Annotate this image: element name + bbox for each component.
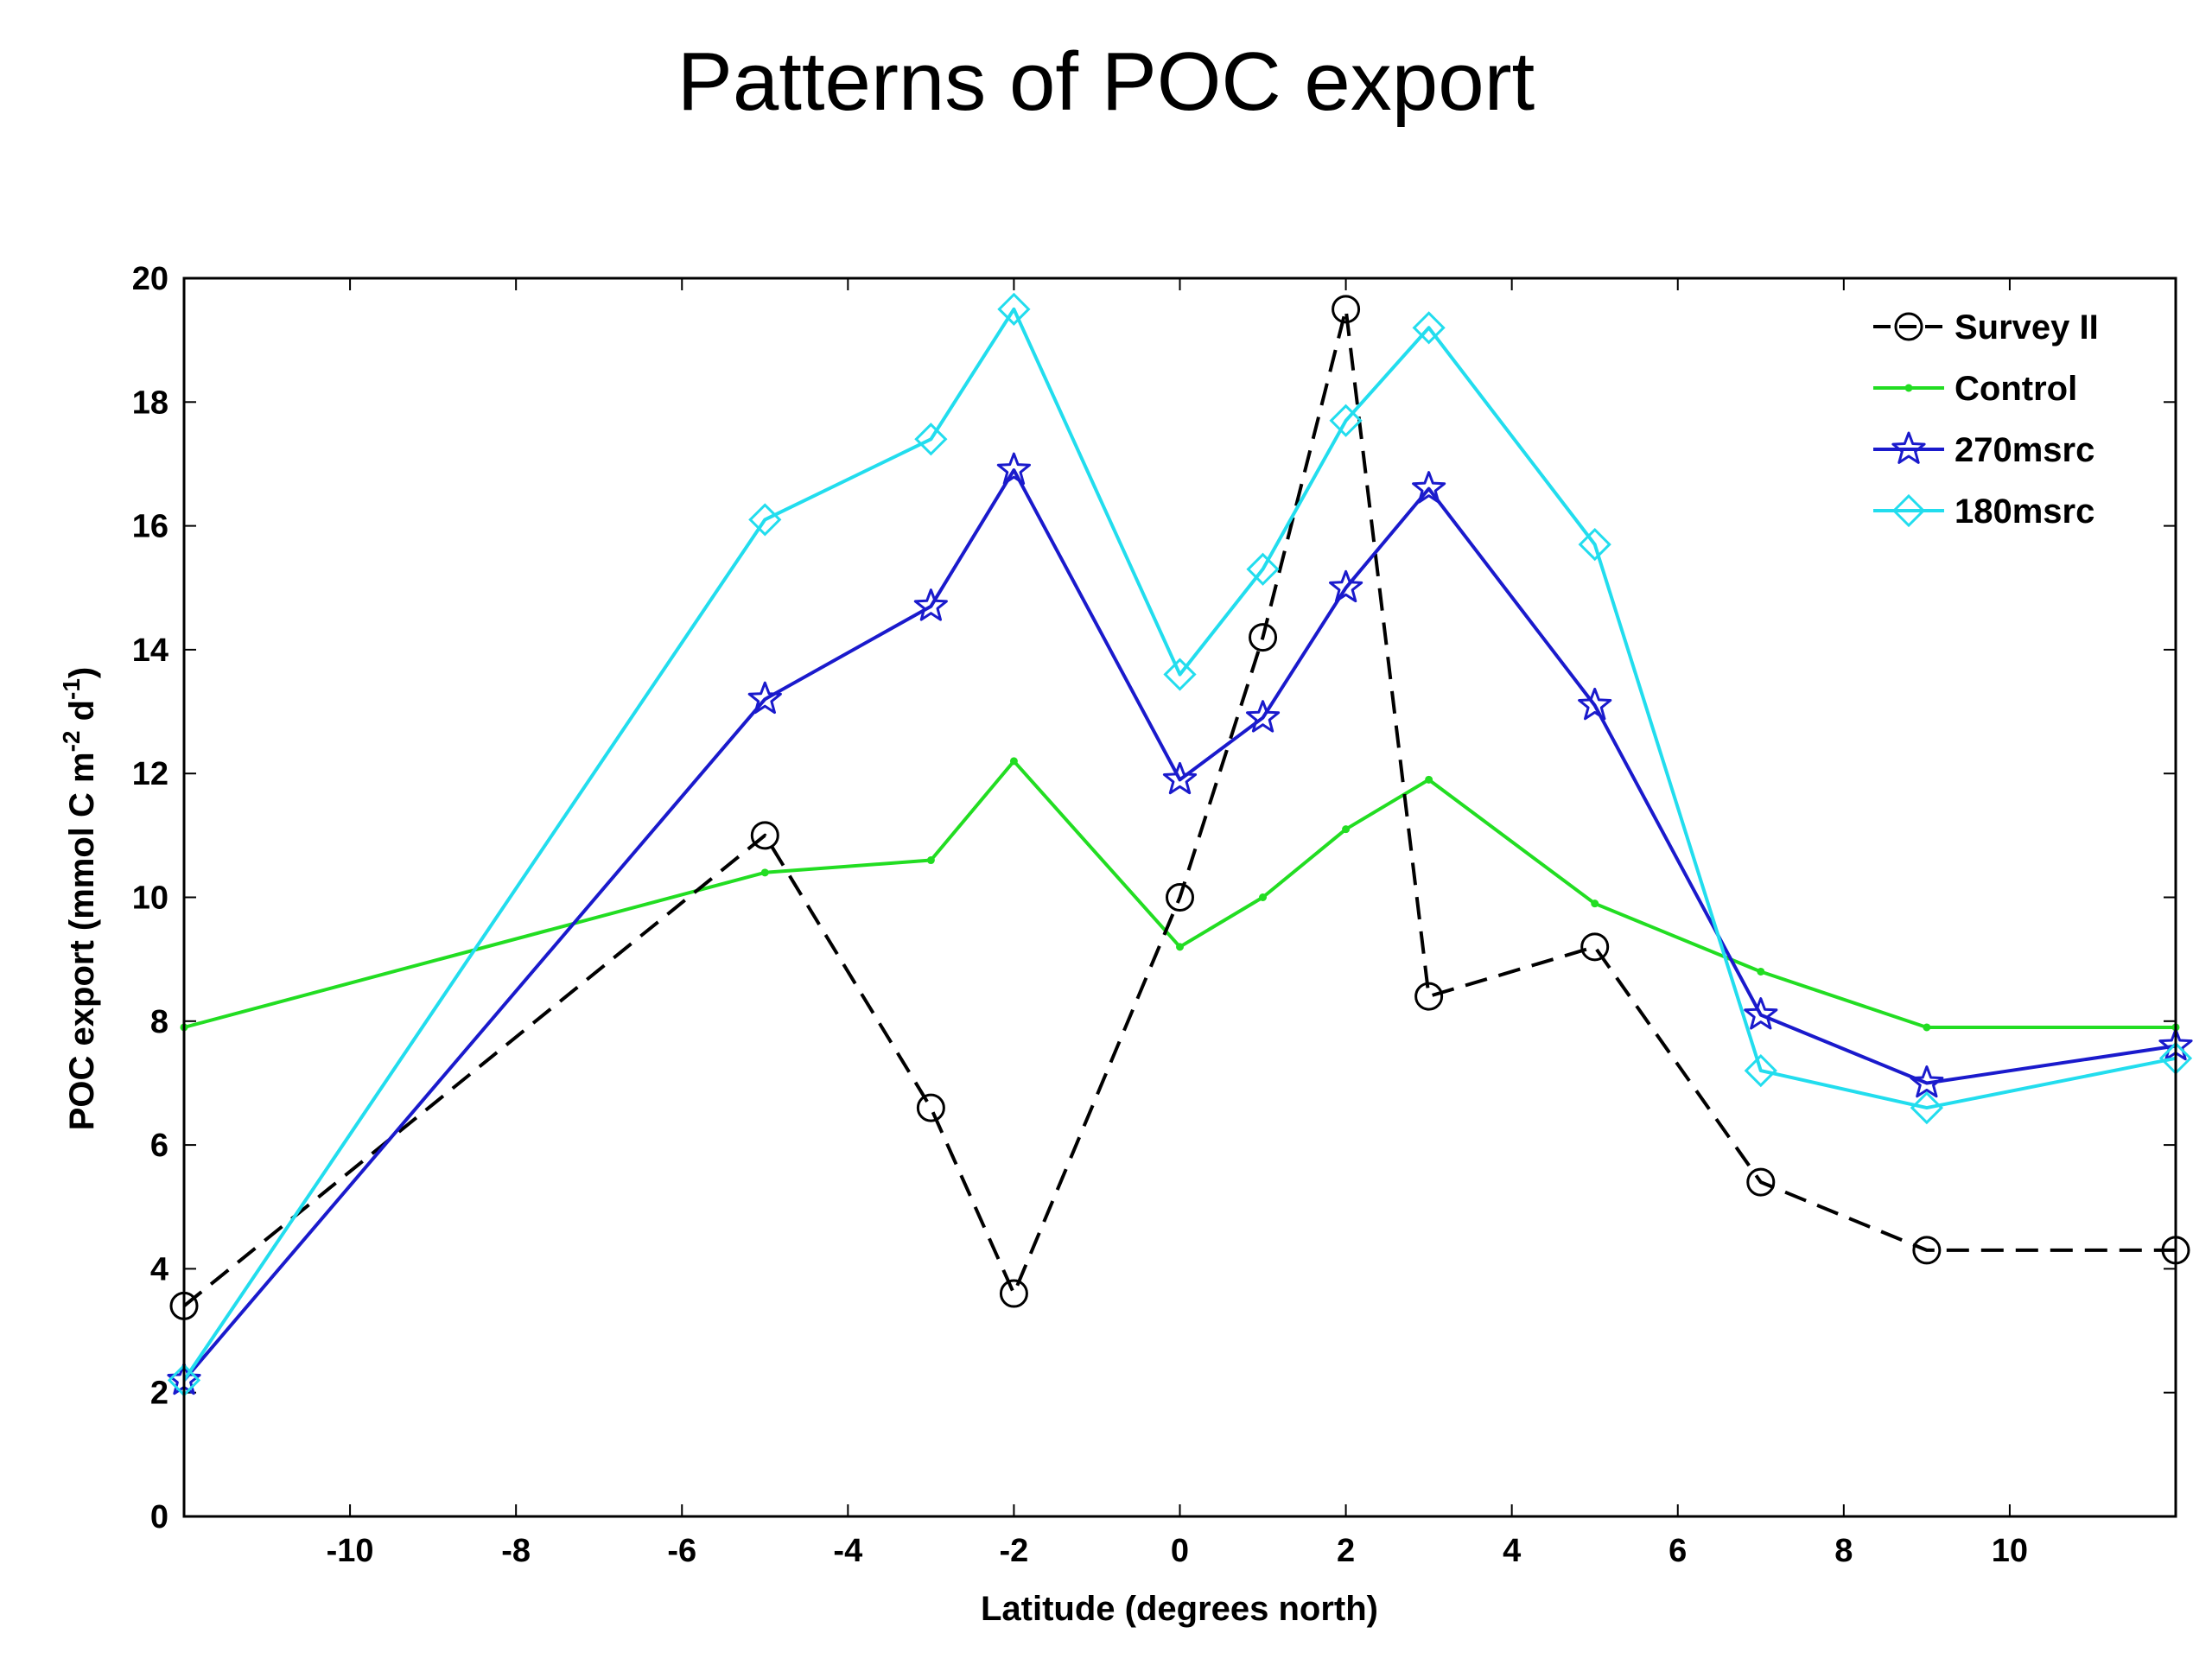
y-tick-label: 2 (150, 1376, 168, 1412)
data-point-survey-ii (1746, 1167, 1776, 1197)
data-point-survey-ii (1912, 1236, 1942, 1265)
data-point-270msrc (913, 588, 948, 621)
x-tick-label: -6 (667, 1533, 696, 1569)
data-point-control (1591, 899, 1599, 908)
y-tick-label: 18 (132, 385, 168, 421)
legend: Survey II Control 270msrc 180msrc (1873, 308, 2099, 531)
data-point-control (1425, 775, 1433, 784)
plot-frame (182, 276, 2177, 1518)
data-point-180msrc (997, 292, 1031, 326)
data-point-control (760, 868, 769, 877)
series-270msrc (167, 452, 2193, 1395)
data-point-270msrc (1412, 471, 1446, 504)
x-tick-label: -4 (833, 1533, 862, 1569)
legend-label-270msrc: 270msrc (1955, 431, 2094, 469)
legend-item-survey-ii: Survey II (1873, 308, 2099, 346)
y-tick-label: 4 (150, 1251, 168, 1287)
legend-item-180msrc: 180msrc (1873, 493, 2094, 531)
data-point-survey-ii (1414, 982, 1444, 1011)
data-point-180msrc (1910, 1090, 1943, 1125)
data-point-control (1259, 893, 1268, 901)
x-axis-label: Latitude (degrees north) (981, 1590, 1378, 1628)
data-point-survey-ii (1249, 623, 1278, 652)
data-point-survey-ii (1332, 295, 1361, 324)
data-point-survey-ii (750, 821, 779, 850)
series-line-survey-ii (182, 307, 2176, 1307)
y-tick-label: 16 (132, 509, 168, 545)
x-tick-label: 4 (1503, 1533, 1521, 1569)
x-tick-label: 10 (1992, 1533, 2028, 1569)
data-point-270msrc (1578, 687, 1612, 721)
data-point-270msrc (1744, 997, 1778, 1030)
legend-item-270msrc: 270msrc (1873, 431, 2094, 469)
y-axis-label-sup1: -2 (58, 731, 85, 753)
x-tick-label: -10 (327, 1533, 374, 1569)
y-axis-label-end: ) (63, 667, 101, 678)
series-line-180msrc (182, 307, 2177, 1382)
data-point-survey-ii (1580, 932, 1610, 962)
data-point-control (1009, 757, 1018, 766)
y-tick-label: 8 (150, 1004, 168, 1040)
y-tick-label: 0 (150, 1499, 168, 1535)
data-point-survey-ii (1166, 883, 1194, 912)
y-tick-label: 10 (132, 880, 168, 917)
x-tick-label: 8 (1834, 1533, 1853, 1569)
y-axis-label-main: POC export (mmol C m (63, 752, 101, 1130)
legend-marker-180msrc (1891, 493, 1926, 528)
data-point-270msrc (1910, 1065, 1944, 1098)
data-point-control (926, 856, 935, 865)
legend-item-control: Control (1873, 370, 2077, 408)
data-point-control (1923, 1023, 1931, 1032)
data-point-270msrc (1162, 761, 1198, 795)
y-tick-label: 6 (150, 1128, 168, 1164)
data-point-survey-ii (999, 1279, 1028, 1308)
x-tick-label: 0 (1171, 1533, 1189, 1569)
data-point-180msrc (1163, 658, 1197, 691)
legend-label-control: Control (1955, 370, 2077, 408)
y-axis-label-sup2: -1 (58, 678, 85, 700)
data-point-180msrc (914, 423, 948, 456)
series-line-control (183, 759, 2176, 1029)
chart-title: Patterns of POC export (677, 35, 1535, 128)
y-tick-label: 20 (132, 261, 168, 297)
data-point-control (1342, 825, 1351, 834)
y-axis-label-mid: d (63, 700, 101, 731)
data-point-270msrc (996, 452, 1031, 485)
data-point-180msrc (1744, 1053, 1777, 1088)
data-point-270msrc (1246, 700, 1281, 733)
series-line-270msrc (182, 468, 2177, 1382)
legend-marker-270msrc (1891, 431, 1926, 464)
data-point-control (1176, 943, 1184, 951)
x-tick-label: -8 (501, 1533, 531, 1569)
data-point-control (1757, 967, 1765, 976)
x-tick-label: 2 (1337, 1533, 1355, 1569)
legend-marker-survey-ii (1894, 312, 1923, 341)
x-tick-label: 6 (1669, 1533, 1687, 1569)
data-point-180msrc (1329, 404, 1363, 437)
legend-label-survey-ii: Survey II (1955, 308, 2099, 346)
series-180msrc (167, 292, 2193, 1397)
data-point-270msrc (1329, 569, 1363, 603)
data-point-survey-ii (916, 1093, 945, 1122)
legend-marker-control (1904, 384, 1913, 392)
data-point-180msrc (1412, 311, 1446, 345)
legend-label-180msrc: 180msrc (1955, 493, 2094, 531)
y-tick-label: 12 (132, 756, 168, 792)
data-point-270msrc (747, 681, 782, 715)
data-point-180msrc (1578, 527, 1611, 562)
data-point-180msrc (1246, 552, 1280, 586)
y-tick-label: 14 (132, 632, 168, 669)
y-axis-label: POC export (mmol C m-2 d-1) (58, 667, 101, 1131)
x-tick-label: -2 (1000, 1533, 1029, 1569)
data-point-180msrc (748, 503, 782, 537)
